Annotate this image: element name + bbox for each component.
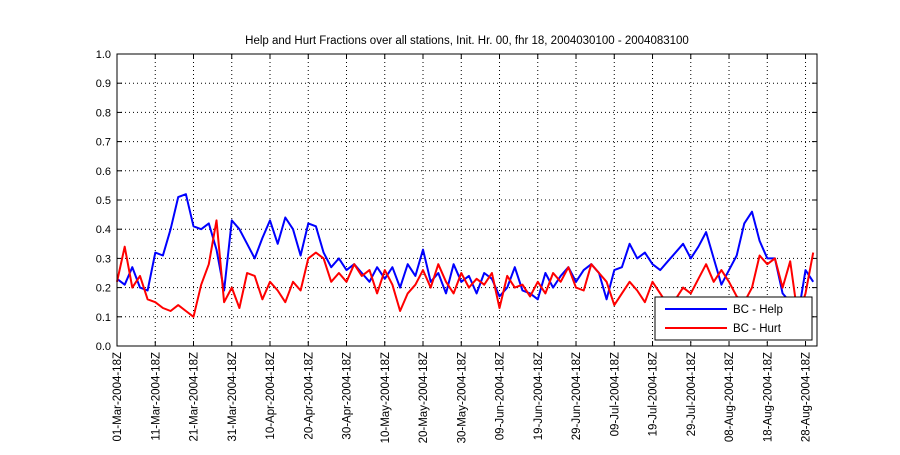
x-tick-label: 11-Mar-2004-18Z xyxy=(150,352,162,441)
y-tick-label: 0.3 xyxy=(96,253,111,265)
x-tick-label: 09-Jun-2004-18Z xyxy=(495,352,507,440)
y-tick-label: 0.2 xyxy=(96,283,111,295)
x-tick-label: 29-Jun-2004-18Z xyxy=(571,352,583,440)
plot-frame xyxy=(116,53,818,347)
axis-ticks: 0.0 0.1 0.2 0.3 0.4 0.5 0.6 0.7 0.8 0.9 1.0 01-Mar-… xyxy=(96,49,817,443)
y-tick-label: 1.0 xyxy=(96,49,111,61)
y-tick-label: 0.0 xyxy=(96,341,111,353)
x-tick-label: 01-Mar-2004-18Z xyxy=(112,352,124,441)
y-tick-label: 0.1 xyxy=(96,312,111,324)
y-tick-label: 0.8 xyxy=(96,107,111,119)
x-tick-label: 09-Jul-2004-18Z xyxy=(609,352,621,436)
x-tick-label: 30-Apr-2004-18Z xyxy=(342,352,354,440)
legend: BC - Help BC - Hurt xyxy=(654,296,813,341)
series-line-hurt xyxy=(116,219,815,318)
x-tick-label: 30-May-2004-18Z xyxy=(456,352,468,443)
x-tick-label: 10-May-2004-18Z xyxy=(380,352,392,443)
x-tick-label: 28-Aug-2004-18Z xyxy=(801,352,813,442)
x-tick-label: 21-Mar-2004-18Z xyxy=(189,352,201,441)
y-tick-label: 0.4 xyxy=(96,224,111,236)
x-tick-label: 31-Mar-2004-18Z xyxy=(227,352,239,441)
series-lines xyxy=(116,193,815,318)
legend-label-help: BC - Help xyxy=(733,304,783,316)
x-tick-label: 20-May-2004-18Z xyxy=(418,352,430,443)
x-tick-label: 10-Apr-2004-18Z xyxy=(265,352,277,440)
x-tick-label: 20-Apr-2004-18Z xyxy=(303,352,315,440)
y-tick-label: 0.7 xyxy=(96,137,111,149)
x-tick-label: 19-Jun-2004-18Z xyxy=(533,352,545,440)
x-tick-label: 29-Jul-2004-18Z xyxy=(686,352,698,436)
x-tick-label: 18-Aug-2004-18Z xyxy=(762,352,774,442)
x-tick-label: 08-Aug-2004-18Z xyxy=(724,352,736,442)
legend-label-hurt: BC - Hurt xyxy=(733,323,782,335)
y-tick-label: 0.9 xyxy=(96,78,111,90)
chart-title: Help and Hurt Fractions over all station… xyxy=(245,35,689,47)
x-tick-label: 19-Jul-2004-18Z xyxy=(648,352,660,436)
y-tick-label: 0.6 xyxy=(96,166,111,178)
y-tick-label: 0.5 xyxy=(96,195,111,207)
legend-box xyxy=(654,296,813,341)
